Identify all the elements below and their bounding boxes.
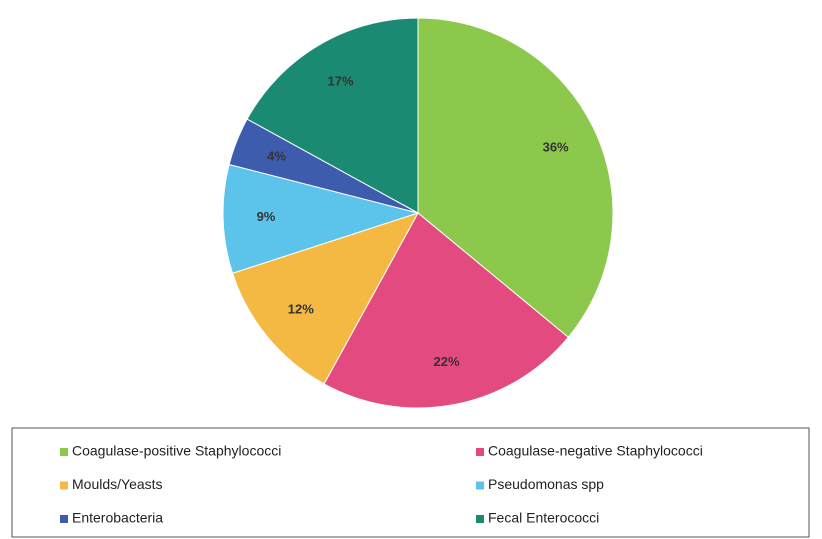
- pie-slice: [417, 17, 614, 339]
- value-label: 9%: [257, 209, 276, 224]
- value-label: 17%: [328, 74, 354, 89]
- legend-label: Fecal Enterococci: [488, 510, 599, 526]
- legend-swatch: [476, 448, 484, 456]
- value-label: 12%: [288, 301, 314, 316]
- pie-slice: [246, 17, 419, 214]
- legend-swatch: [476, 515, 484, 523]
- pie-slice: [222, 163, 420, 274]
- legend-swatch: [60, 481, 68, 490]
- value-label: 22%: [433, 354, 459, 369]
- legend-swatch: [476, 481, 484, 490]
- pie-slice: [323, 212, 569, 409]
- legend-label: Coagulase-negative Staphylococci: [488, 443, 703, 459]
- legend-swatch: [60, 515, 68, 523]
- legend-label: Pseudomonas spp: [488, 476, 604, 492]
- value-label: 36%: [543, 140, 569, 155]
- legend-swatch: [60, 448, 68, 456]
- pie-slice: [231, 212, 420, 385]
- legend-label: Moulds/Yeasts: [72, 476, 163, 492]
- value-label: 4%: [267, 148, 286, 163]
- legend-label: Coagulase-positive Staphylococci: [72, 443, 281, 459]
- legend-label: Enterobacteria: [72, 510, 163, 526]
- legend-box: [11, 427, 810, 538]
